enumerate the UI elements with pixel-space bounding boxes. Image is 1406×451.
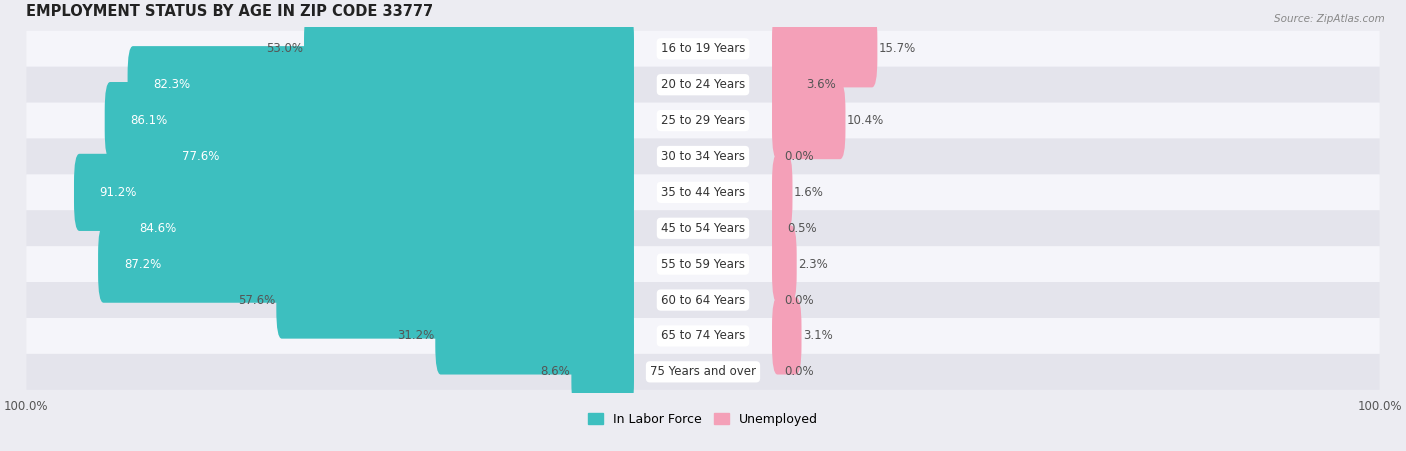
Text: 65 to 74 Years: 65 to 74 Years — [661, 329, 745, 342]
Text: 20 to 24 Years: 20 to 24 Years — [661, 78, 745, 91]
Text: 2.3%: 2.3% — [799, 258, 828, 271]
FancyBboxPatch shape — [27, 31, 1379, 67]
Text: 31.2%: 31.2% — [396, 329, 434, 342]
FancyBboxPatch shape — [772, 226, 797, 303]
Text: 10.4%: 10.4% — [846, 114, 884, 127]
Text: 55 to 59 Years: 55 to 59 Years — [661, 258, 745, 271]
Text: 0.0%: 0.0% — [785, 294, 814, 307]
FancyBboxPatch shape — [27, 175, 1379, 210]
FancyBboxPatch shape — [114, 190, 634, 267]
FancyBboxPatch shape — [128, 46, 634, 123]
Text: 53.0%: 53.0% — [266, 42, 302, 55]
Text: 3.1%: 3.1% — [803, 329, 832, 342]
Text: 0.0%: 0.0% — [785, 150, 814, 163]
Text: 87.2%: 87.2% — [124, 258, 162, 271]
FancyBboxPatch shape — [75, 154, 634, 231]
Text: Source: ZipAtlas.com: Source: ZipAtlas.com — [1274, 14, 1385, 23]
Text: 16 to 19 Years: 16 to 19 Years — [661, 42, 745, 55]
Text: 60 to 64 Years: 60 to 64 Years — [661, 294, 745, 307]
FancyBboxPatch shape — [27, 318, 1379, 354]
FancyBboxPatch shape — [27, 210, 1379, 246]
Text: 15.7%: 15.7% — [879, 42, 915, 55]
FancyBboxPatch shape — [27, 67, 1379, 103]
Text: 75 Years and over: 75 Years and over — [650, 365, 756, 378]
Text: 25 to 29 Years: 25 to 29 Years — [661, 114, 745, 127]
Text: 77.6%: 77.6% — [181, 150, 219, 163]
Text: 35 to 44 Years: 35 to 44 Years — [661, 186, 745, 199]
FancyBboxPatch shape — [304, 10, 634, 87]
FancyBboxPatch shape — [104, 82, 634, 159]
Text: 86.1%: 86.1% — [131, 114, 167, 127]
Text: 45 to 54 Years: 45 to 54 Years — [661, 222, 745, 235]
FancyBboxPatch shape — [436, 297, 634, 374]
Text: 91.2%: 91.2% — [100, 186, 136, 199]
Text: EMPLOYMENT STATUS BY AGE IN ZIP CODE 33777: EMPLOYMENT STATUS BY AGE IN ZIP CODE 337… — [27, 4, 433, 19]
FancyBboxPatch shape — [772, 10, 877, 87]
FancyBboxPatch shape — [277, 262, 634, 339]
FancyBboxPatch shape — [772, 46, 804, 123]
FancyBboxPatch shape — [772, 154, 793, 231]
Text: 57.6%: 57.6% — [238, 294, 276, 307]
FancyBboxPatch shape — [27, 103, 1379, 138]
FancyBboxPatch shape — [27, 138, 1379, 175]
FancyBboxPatch shape — [772, 297, 801, 374]
Text: 8.6%: 8.6% — [540, 365, 569, 378]
Text: 84.6%: 84.6% — [139, 222, 177, 235]
FancyBboxPatch shape — [156, 118, 634, 195]
FancyBboxPatch shape — [772, 82, 845, 159]
FancyBboxPatch shape — [27, 246, 1379, 282]
Text: 1.6%: 1.6% — [794, 186, 824, 199]
Text: 82.3%: 82.3% — [153, 78, 190, 91]
FancyBboxPatch shape — [571, 333, 634, 410]
Text: 3.6%: 3.6% — [806, 78, 835, 91]
Text: 0.0%: 0.0% — [785, 365, 814, 378]
Legend: In Labor Force, Unemployed: In Labor Force, Unemployed — [583, 408, 823, 431]
Text: 30 to 34 Years: 30 to 34 Years — [661, 150, 745, 163]
FancyBboxPatch shape — [772, 190, 786, 267]
FancyBboxPatch shape — [27, 282, 1379, 318]
Text: 0.5%: 0.5% — [787, 222, 817, 235]
FancyBboxPatch shape — [27, 354, 1379, 390]
FancyBboxPatch shape — [98, 226, 634, 303]
